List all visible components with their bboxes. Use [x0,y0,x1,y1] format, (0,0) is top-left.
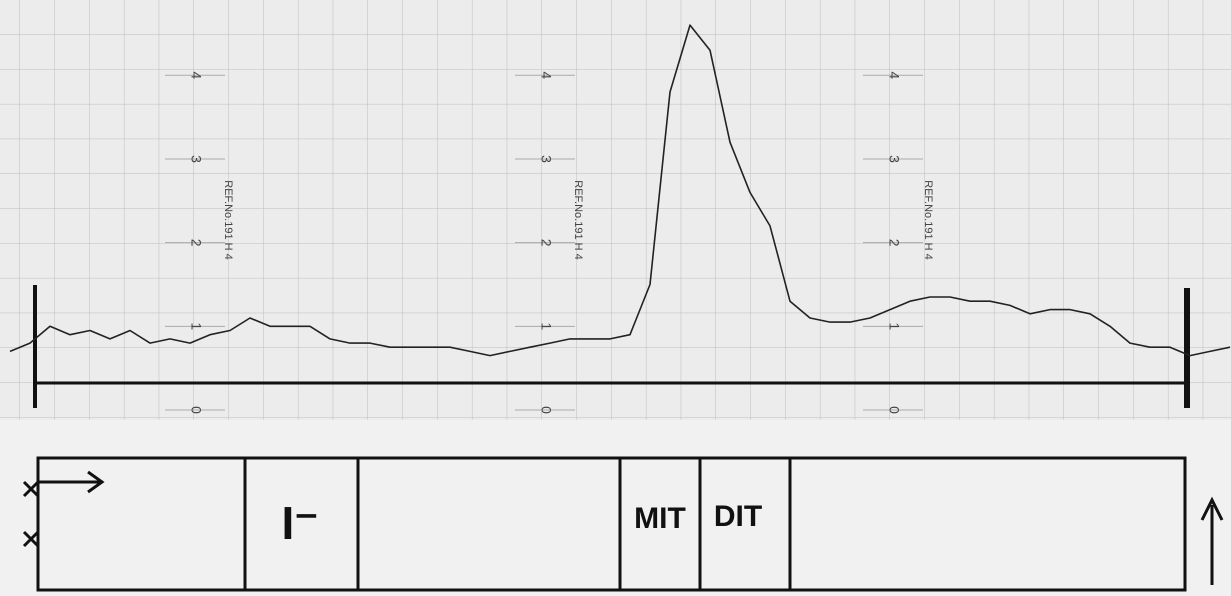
y-tick-label: 0 [538,406,554,414]
strip-box [36,456,1187,592]
y-tick-label: 4 [886,71,902,79]
annotation: REF.No.191 H 4 [222,180,234,259]
y-tick-label: 3 [538,155,554,163]
y-tick-label: 4 [538,71,554,79]
y-tick-label: 0 [886,406,902,414]
y-tick-label: 2 [188,239,204,247]
strip-label: MIT [634,502,686,535]
y-tick-label: 3 [188,155,204,163]
y-tick-label: 2 [538,239,554,247]
origin-marks [22,480,40,548]
up-arrow [1200,496,1224,585]
strip-label: I⁻ [281,497,318,549]
strip-background [0,420,1231,596]
y-tick-label: 1 [188,322,204,330]
paper-grid [0,0,1231,420]
trace [9,24,1231,357]
y-tick-label: 1 [538,322,554,330]
strip-label: DIT [714,500,762,533]
annotation: REF.No.191 H 4 [922,180,934,259]
y-tick-label: 1 [886,322,902,330]
strip [22,456,1224,592]
y-tick-label: 0 [188,406,204,414]
y-tick-label: 3 [886,155,902,163]
y-tick-label: 2 [886,239,902,247]
direction-arrow [38,470,105,494]
y-tick-label: 4 [188,71,204,79]
annotation: REF.No.191 H 4 [572,180,584,259]
